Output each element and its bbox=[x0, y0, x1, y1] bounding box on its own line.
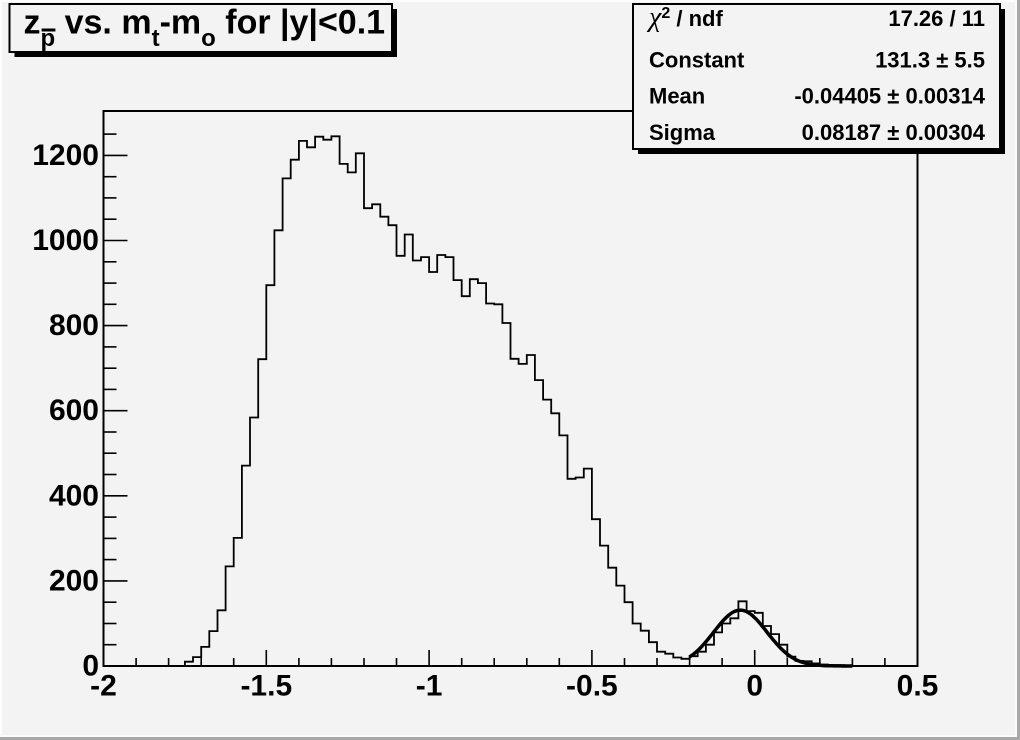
svg-text:-0.5: -0.5 bbox=[566, 670, 618, 703]
svg-text:1200: 1200 bbox=[32, 139, 99, 172]
svg-text:0: 0 bbox=[746, 670, 763, 703]
svg-text:Constant: Constant bbox=[649, 48, 745, 73]
svg-text:0: 0 bbox=[82, 650, 99, 683]
svg-text:-1: -1 bbox=[416, 670, 443, 703]
svg-text:Mean: Mean bbox=[649, 84, 705, 109]
svg-text:400: 400 bbox=[49, 479, 99, 512]
svg-text:0.5: 0.5 bbox=[897, 670, 939, 703]
svg-text:131.3 ± 5.5: 131.3 ± 5.5 bbox=[875, 48, 985, 73]
svg-text:zp vs. mt-mo for |y|<0.1: zp vs. mt-mo for |y|<0.1 bbox=[24, 4, 386, 52]
svg-text:17.26 / 11: 17.26 / 11 bbox=[888, 6, 985, 31]
svg-text:-0.04405 ± 0.00314: -0.04405 ± 0.00314 bbox=[794, 84, 985, 109]
svg-text:800: 800 bbox=[49, 309, 99, 342]
svg-text:χ2 / ndf: χ2 / ndf bbox=[646, 2, 723, 33]
svg-text:Sigma: Sigma bbox=[649, 120, 716, 145]
svg-text:-1.5: -1.5 bbox=[240, 670, 292, 703]
svg-text:200: 200 bbox=[49, 565, 99, 598]
svg-text:0.08187 ± 0.00304: 0.08187 ± 0.00304 bbox=[802, 120, 986, 145]
svg-text:-2: -2 bbox=[90, 670, 117, 703]
svg-text:600: 600 bbox=[49, 394, 99, 427]
svg-text:1000: 1000 bbox=[32, 224, 99, 257]
